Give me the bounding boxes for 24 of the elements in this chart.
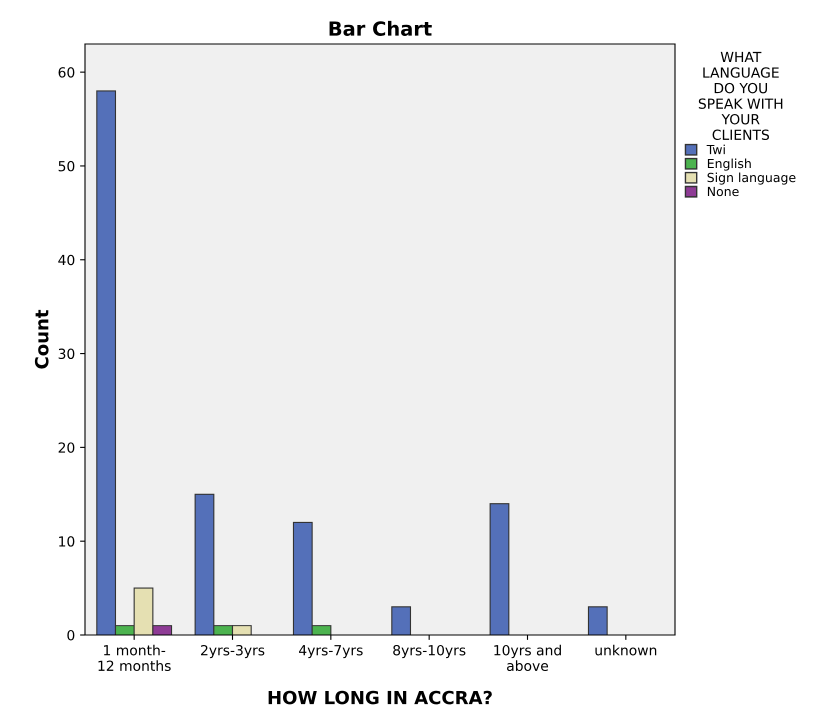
y-axis-title: Count	[34, 310, 49, 369]
bar	[490, 503, 510, 635]
x-tick-label: 2yrs-3yrs	[201, 644, 264, 658]
x-axis-title: HOW LONG IN ACCRA?	[268, 690, 492, 704]
y-tick-label: 10	[59, 536, 74, 547]
bar	[391, 606, 412, 635]
legend-label: Sign language	[708, 172, 796, 185]
y-tick-label: 40	[58, 254, 74, 266]
y-tick-label: 60	[58, 67, 74, 78]
y-tick-label: 50	[58, 160, 74, 172]
y-tick-label: 0	[67, 630, 74, 640]
x-tick-label: unknown	[595, 644, 656, 656]
x-tick-label: 10yrs and above	[494, 644, 561, 672]
legend-title: WHAT LANGUAGE DO YOU SPEAK WITH YOUR CLIENTS	[698, 52, 782, 140]
legend-label: None	[708, 186, 739, 196]
bar	[588, 606, 608, 635]
chart-title: Bar Chart	[330, 20, 432, 36]
x-tick-label: 4yrs-7yrs	[299, 645, 363, 658]
x-tick-label: 1 month- 12 months	[98, 644, 171, 672]
y-tick-label: 30	[58, 348, 74, 360]
legend-label: English	[708, 158, 751, 171]
x-tick-label: 8yrs-10yrs	[393, 644, 466, 658]
legend-label: Twi	[706, 144, 725, 154]
y-tick-label: 20	[58, 442, 74, 453]
